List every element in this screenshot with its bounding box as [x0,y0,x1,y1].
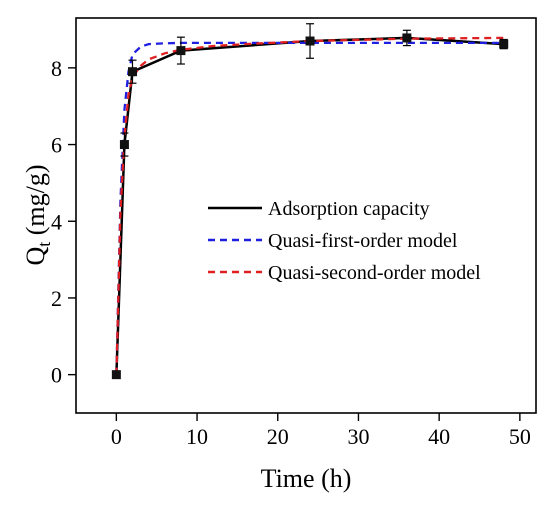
y-tick-label: 8 [51,56,62,81]
x-tick-label: 50 [509,424,531,449]
legend-label-measured: Adsorption capacity [268,198,430,220]
legend: Adsorption capacity Quasi-first-order mo… [208,198,481,284]
data-point [305,36,315,46]
data-point [499,39,509,49]
legend-label-second-order: Quasi-second-order model [268,262,481,284]
data-point [402,33,412,43]
y-tick-label: 6 [51,133,62,158]
legend-label-first-order: Quasi-first-order model [268,230,458,252]
x-tick-label: 0 [111,424,122,449]
x-axis-label: Time (h) [261,464,352,493]
y-axis-label: Qt (mg/g) [21,164,54,265]
series-line-model-1 [115,36,504,375]
plot-frame [75,17,537,414]
series-line-model-0 [115,41,504,375]
y-axis-ticks: 0 2 4 6 8 [51,56,76,388]
data-point [119,140,129,150]
data-point [111,370,121,380]
y-tick-label: 4 [51,209,62,234]
x-axis-ticks: 0 10 20 30 40 50 [111,413,531,449]
x-tick-label: 10 [186,424,208,449]
x-tick-label: 20 [267,424,289,449]
x-tick-label: 40 [428,424,450,449]
data-point [176,46,186,56]
x-tick-label: 30 [347,424,369,449]
plot-marks [111,23,509,380]
y-tick-label: 2 [51,286,62,311]
data-point [127,67,137,77]
y-tick-label: 0 [51,363,62,388]
